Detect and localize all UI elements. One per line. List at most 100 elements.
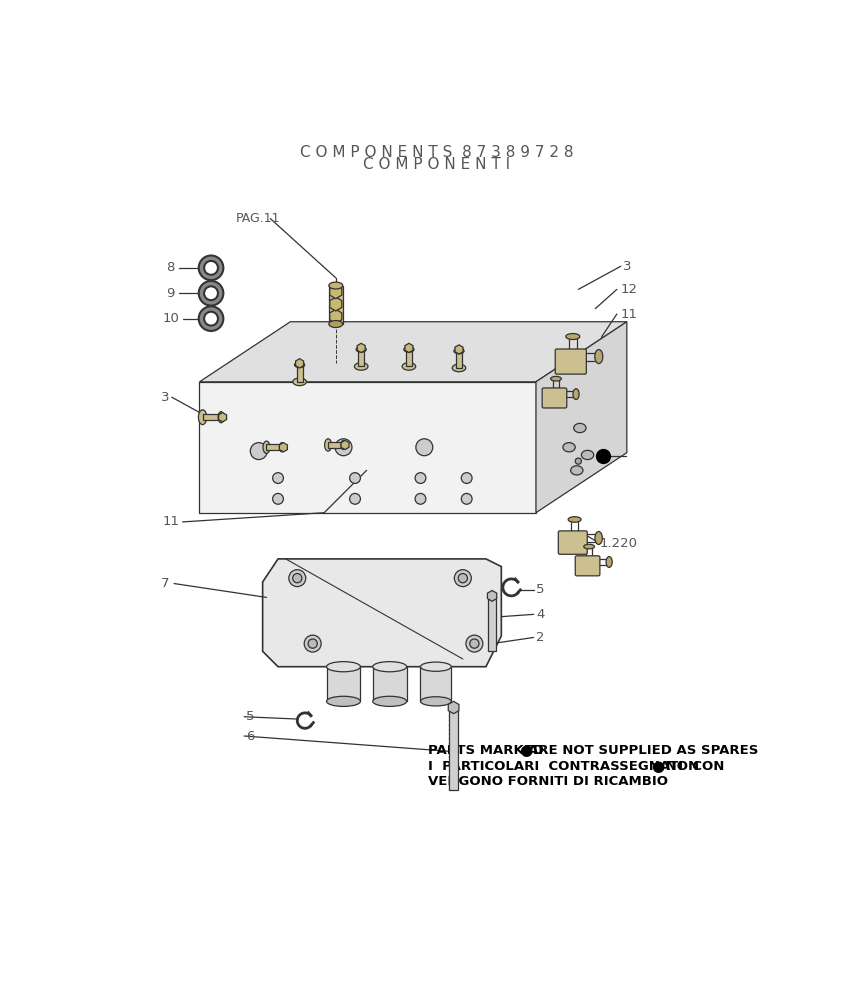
Polygon shape — [296, 359, 303, 368]
Ellipse shape — [421, 697, 452, 706]
Text: 2: 2 — [536, 631, 544, 644]
Ellipse shape — [566, 334, 580, 340]
Ellipse shape — [573, 423, 586, 433]
Polygon shape — [330, 297, 342, 311]
Polygon shape — [296, 365, 302, 382]
Text: 10: 10 — [163, 312, 180, 325]
Bar — [488, 599, 496, 651]
Circle shape — [575, 458, 581, 464]
Ellipse shape — [295, 362, 305, 368]
Ellipse shape — [550, 376, 561, 381]
Circle shape — [250, 443, 268, 460]
Ellipse shape — [356, 347, 366, 352]
Polygon shape — [330, 309, 342, 323]
Ellipse shape — [606, 557, 613, 567]
Circle shape — [273, 473, 284, 483]
Circle shape — [304, 635, 321, 652]
Polygon shape — [357, 343, 366, 353]
Polygon shape — [219, 413, 227, 422]
Ellipse shape — [571, 466, 583, 475]
Text: 6: 6 — [245, 730, 254, 742]
Circle shape — [469, 639, 479, 648]
Circle shape — [415, 473, 426, 483]
Circle shape — [273, 493, 284, 504]
Ellipse shape — [402, 363, 416, 370]
Ellipse shape — [573, 389, 579, 400]
Text: C O M P O N E N T S  8 7 3 8 9 7 2 8: C O M P O N E N T S 8 7 3 8 9 7 2 8 — [300, 145, 573, 160]
Text: 4: 4 — [536, 608, 544, 621]
Text: 5: 5 — [536, 583, 544, 596]
Ellipse shape — [372, 696, 406, 706]
Polygon shape — [203, 414, 221, 420]
Ellipse shape — [293, 378, 307, 386]
Ellipse shape — [329, 282, 343, 289]
Circle shape — [461, 493, 472, 504]
Ellipse shape — [218, 412, 224, 423]
Polygon shape — [199, 322, 627, 382]
Ellipse shape — [584, 544, 595, 549]
Bar — [372, 667, 406, 701]
Ellipse shape — [581, 450, 594, 460]
Text: ●: ● — [519, 743, 532, 758]
Ellipse shape — [404, 347, 414, 352]
Polygon shape — [405, 343, 413, 353]
Text: C O M P O N E N T I: C O M P O N E N T I — [363, 157, 510, 172]
Text: 11: 11 — [163, 515, 180, 528]
Text: I  PARTICOLARI  CONTRASSEGNATI  CON: I PARTICOLARI CONTRASSEGNATI CON — [429, 760, 734, 773]
FancyBboxPatch shape — [575, 556, 600, 576]
Ellipse shape — [326, 696, 360, 706]
Ellipse shape — [421, 662, 452, 671]
Text: ●: ● — [652, 759, 665, 774]
Ellipse shape — [563, 443, 575, 452]
Text: 3: 3 — [623, 260, 631, 273]
Text: VENGONO FORNITI DI RICAMBIO: VENGONO FORNITI DI RICAMBIO — [429, 775, 668, 788]
Ellipse shape — [568, 517, 581, 522]
Text: 11: 11 — [620, 308, 637, 321]
Polygon shape — [199, 306, 223, 331]
Circle shape — [308, 639, 317, 648]
Ellipse shape — [595, 531, 602, 544]
Polygon shape — [199, 382, 536, 513]
Bar — [449, 711, 458, 790]
Text: PAG.11: PAG.11 — [236, 212, 280, 225]
Text: NON: NON — [660, 760, 699, 773]
Polygon shape — [279, 443, 287, 452]
Polygon shape — [487, 590, 497, 601]
Polygon shape — [328, 442, 343, 448]
Circle shape — [461, 473, 472, 483]
Ellipse shape — [595, 350, 603, 364]
Polygon shape — [406, 349, 412, 366]
Ellipse shape — [199, 410, 207, 425]
Text: 1.220: 1.220 — [600, 537, 638, 550]
Ellipse shape — [354, 363, 368, 370]
Text: 8: 8 — [166, 261, 175, 274]
FancyBboxPatch shape — [556, 349, 586, 374]
Bar — [421, 667, 452, 701]
Polygon shape — [448, 701, 459, 714]
Polygon shape — [199, 256, 223, 280]
Polygon shape — [199, 281, 223, 306]
Ellipse shape — [263, 441, 270, 453]
Ellipse shape — [325, 439, 331, 451]
Text: 5: 5 — [245, 710, 254, 723]
Circle shape — [454, 570, 471, 587]
Bar — [329, 286, 343, 324]
Polygon shape — [262, 559, 501, 667]
Circle shape — [458, 574, 468, 583]
Circle shape — [335, 439, 352, 456]
Text: 3: 3 — [161, 391, 170, 404]
Ellipse shape — [329, 321, 343, 328]
Polygon shape — [330, 285, 342, 299]
Bar — [326, 667, 360, 701]
Ellipse shape — [326, 662, 360, 672]
Circle shape — [292, 574, 302, 583]
Text: 12: 12 — [620, 283, 637, 296]
Circle shape — [349, 473, 360, 483]
Circle shape — [415, 493, 426, 504]
Polygon shape — [358, 349, 365, 366]
FancyBboxPatch shape — [558, 531, 587, 554]
Polygon shape — [341, 440, 349, 450]
Polygon shape — [536, 322, 627, 513]
Text: PARTS MARKED: PARTS MARKED — [429, 744, 549, 757]
Circle shape — [349, 493, 360, 504]
